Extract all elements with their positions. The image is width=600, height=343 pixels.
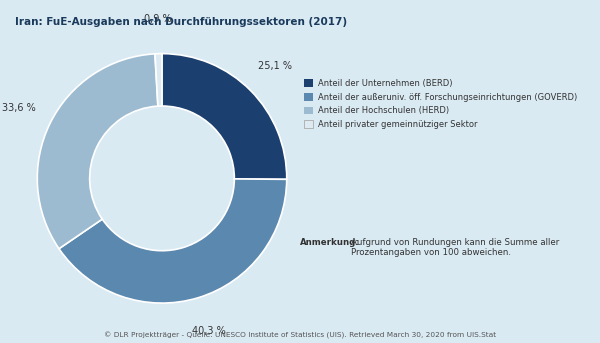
Text: © DLR Projektträger - Quelle: UNESCO Institute of Statistics (UIS). Retrieved Ma: © DLR Projektträger - Quelle: UNESCO Ins… [104, 332, 496, 339]
Wedge shape [37, 54, 158, 249]
Text: 0,9 %: 0,9 % [143, 14, 171, 24]
Text: Iran: FuE-Ausgaben nach Durchführungssektoren (2017): Iran: FuE-Ausgaben nach Durchführungssek… [15, 17, 347, 27]
Text: Anmerkung:: Anmerkung: [300, 238, 360, 247]
Wedge shape [59, 179, 287, 303]
Text: 25,1 %: 25,1 % [259, 61, 292, 71]
Legend: Anteil der Unternehmen (BERD), Anteil der außeruniv. öff. Forschungseinrichtunge: Anteil der Unternehmen (BERD), Anteil de… [304, 79, 577, 129]
Text: Aufgrund von Rundungen kann die Summe aller
Prozentangaben von 100 abweichen.: Aufgrund von Rundungen kann die Summe al… [352, 238, 560, 258]
Wedge shape [162, 54, 287, 179]
Text: 33,6 %: 33,6 % [2, 103, 35, 113]
Wedge shape [155, 54, 162, 106]
Text: 40,3 %: 40,3 % [191, 326, 226, 336]
